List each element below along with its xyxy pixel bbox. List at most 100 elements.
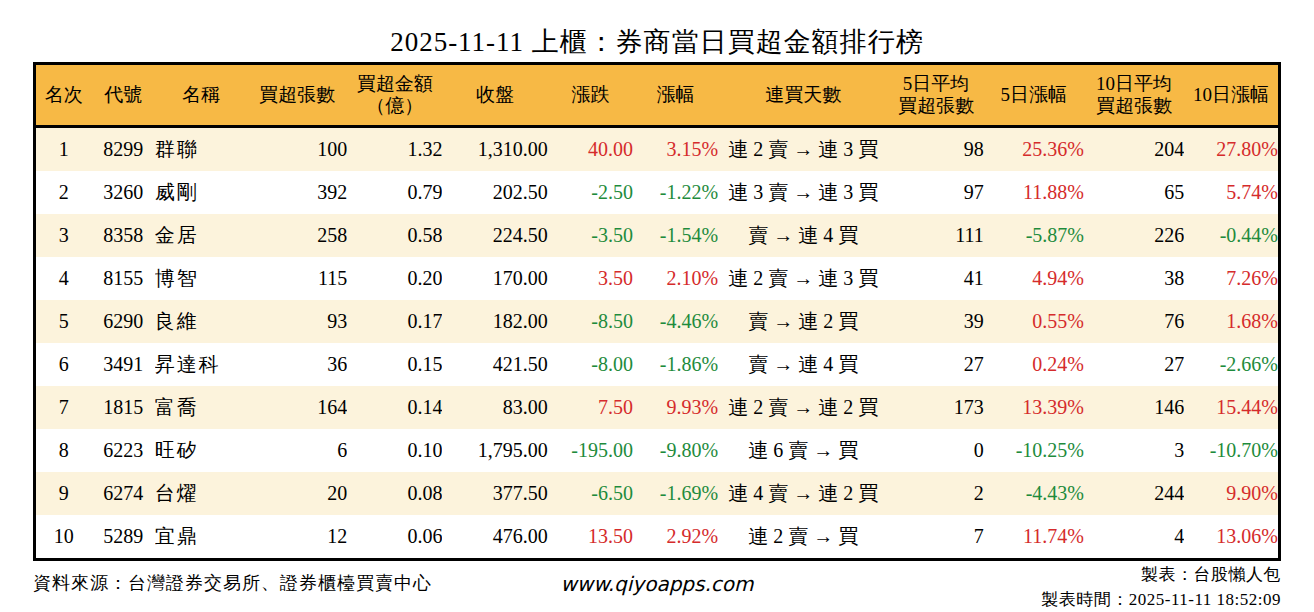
pct5-cell: 0.24%: [984, 343, 1084, 386]
pct10-cell: 27.80%: [1184, 127, 1279, 172]
table-body: 1 8299 群聯 100 1.32 1,310.00 40.00 3.15% …: [35, 127, 1280, 560]
close-cell: 377.50: [442, 472, 547, 515]
code-cell: 6223: [92, 429, 155, 472]
name-cell: 博智: [155, 257, 247, 300]
shares-cell: 93: [247, 300, 347, 343]
avg10-cell: 204: [1084, 127, 1184, 172]
avg5-cell: 173: [889, 386, 984, 429]
name-cell: 良維: [155, 300, 247, 343]
pct5-cell: 13.39%: [984, 386, 1084, 429]
streak-cell: 連 4 賣 → 連 2 買: [718, 472, 888, 515]
made-time-label: 製表時間：2025-11-11 18:52:09: [1041, 588, 1281, 612]
rank-cell: 6: [35, 343, 92, 386]
change-cell: -3.50: [548, 214, 633, 257]
col-avg10-shares: 10日平均 買超張數: [1084, 64, 1184, 127]
change-pct-cell: 2.92%: [633, 515, 718, 560]
pct5-cell: -10.25%: [984, 429, 1084, 472]
rank-cell: 5: [35, 300, 92, 343]
pct5-cell: -4.43%: [984, 472, 1084, 515]
change-cell: 40.00: [548, 127, 633, 172]
header-row: 名次 代號 名稱 買超張數 買超金額 （億） 收盤 漲跌 漲幅 連買天數 5日平…: [35, 64, 1280, 127]
table-header: 名次 代號 名稱 買超張數 買超金額 （億） 收盤 漲跌 漲幅 連買天數 5日平…: [35, 64, 1280, 127]
amount-cell: 0.79: [347, 171, 442, 214]
avg5-cell: 39: [889, 300, 984, 343]
pct5-cell: 11.74%: [984, 515, 1084, 560]
pct5-cell: 11.88%: [984, 171, 1084, 214]
avg5-cell: 7: [889, 515, 984, 560]
rank-cell: 4: [35, 257, 92, 300]
col-avg5-shares: 5日平均 買超張數: [889, 64, 984, 127]
code-cell: 8299: [92, 127, 155, 172]
code-cell: 6290: [92, 300, 155, 343]
change-pct-cell: -1.54%: [633, 214, 718, 257]
pct5-cell: 0.55%: [984, 300, 1084, 343]
col-pct10: 10日漲幅: [1184, 64, 1279, 127]
table-row: 4 8155 博智 115 0.20 170.00 3.50 2.10% 連 2…: [35, 257, 1280, 300]
table-row: 1 8299 群聯 100 1.32 1,310.00 40.00 3.15% …: [35, 127, 1280, 172]
col-pct5: 5日漲幅: [984, 64, 1084, 127]
avg10-cell: 76: [1084, 300, 1184, 343]
pct5-cell: -5.87%: [984, 214, 1084, 257]
pct10-cell: 7.26%: [1184, 257, 1279, 300]
avg5-cell: 2: [889, 472, 984, 515]
rank-cell: 2: [35, 171, 92, 214]
close-cell: 421.50: [442, 343, 547, 386]
close-cell: 476.00: [442, 515, 547, 560]
col-close: 收盤: [442, 64, 547, 127]
shares-cell: 12: [247, 515, 347, 560]
pct5-cell: 4.94%: [984, 257, 1084, 300]
change-cell: 3.50: [548, 257, 633, 300]
pct10-cell: 13.06%: [1184, 515, 1279, 560]
avg5-cell: 98: [889, 127, 984, 172]
change-cell: -6.50: [548, 472, 633, 515]
amount-cell: 0.14: [347, 386, 442, 429]
ranking-table: 名次 代號 名稱 買超張數 買超金額 （億） 收盤 漲跌 漲幅 連買天數 5日平…: [33, 62, 1281, 561]
avg5-cell: 41: [889, 257, 984, 300]
col-net-buy-shares: 買超張數: [247, 64, 347, 127]
table-row: 5 6290 良維 93 0.17 182.00 -8.50 -4.46% 賣 …: [35, 300, 1280, 343]
close-cell: 83.00: [442, 386, 547, 429]
change-pct-cell: -9.80%: [633, 429, 718, 472]
amount-cell: 0.10: [347, 429, 442, 472]
table-row: 6 3491 昇達科 36 0.15 421.50 -8.00 -1.86% 賣…: [35, 343, 1280, 386]
pct10-cell: 15.44%: [1184, 386, 1279, 429]
name-cell: 威剛: [155, 171, 247, 214]
close-cell: 182.00: [442, 300, 547, 343]
avg5-cell: 111: [889, 214, 984, 257]
shares-cell: 36: [247, 343, 347, 386]
change-pct-cell: 3.15%: [633, 127, 718, 172]
pct5-cell: 25.36%: [984, 127, 1084, 172]
name-cell: 宜鼎: [155, 515, 247, 560]
col-change-pct: 漲幅: [633, 64, 718, 127]
table-row: 3 8358 金居 258 0.58 224.50 -3.50 -1.54% 賣…: [35, 214, 1280, 257]
table-row: 8 6223 旺矽 6 0.10 1,795.00 -195.00 -9.80%…: [35, 429, 1280, 472]
pct10-cell: 1.68%: [1184, 300, 1279, 343]
name-cell: 金居: [155, 214, 247, 257]
rank-cell: 8: [35, 429, 92, 472]
change-cell: -8.00: [548, 343, 633, 386]
pct10-cell: -10.70%: [1184, 429, 1279, 472]
col-rank: 名次: [35, 64, 92, 127]
shares-cell: 164: [247, 386, 347, 429]
col-code: 代號: [92, 64, 155, 127]
name-cell: 台燿: [155, 472, 247, 515]
amount-cell: 0.08: [347, 472, 442, 515]
code-cell: 8155: [92, 257, 155, 300]
streak-cell: 賣 → 連 4 買: [718, 343, 888, 386]
table-row: 9 6274 台燿 20 0.08 377.50 -6.50 -1.69% 連 …: [35, 472, 1280, 515]
name-cell: 群聯: [155, 127, 247, 172]
streak-cell: 連 2 賣 → 連 3 買: [718, 257, 888, 300]
table-row: 10 5289 宜鼎 12 0.06 476.00 13.50 2.92% 連 …: [35, 515, 1280, 560]
rank-cell: 1: [35, 127, 92, 172]
change-pct-cell: -1.22%: [633, 171, 718, 214]
name-cell: 旺矽: [155, 429, 247, 472]
avg10-cell: 4: [1084, 515, 1184, 560]
avg10-cell: 38: [1084, 257, 1184, 300]
change-cell: 13.50: [548, 515, 633, 560]
change-pct-cell: -4.46%: [633, 300, 718, 343]
avg10-cell: 244: [1084, 472, 1184, 515]
pct10-cell: -2.66%: [1184, 343, 1279, 386]
code-cell: 8358: [92, 214, 155, 257]
avg10-cell: 27: [1084, 343, 1184, 386]
maker-label: 製表：台股懶人包: [1041, 563, 1281, 588]
